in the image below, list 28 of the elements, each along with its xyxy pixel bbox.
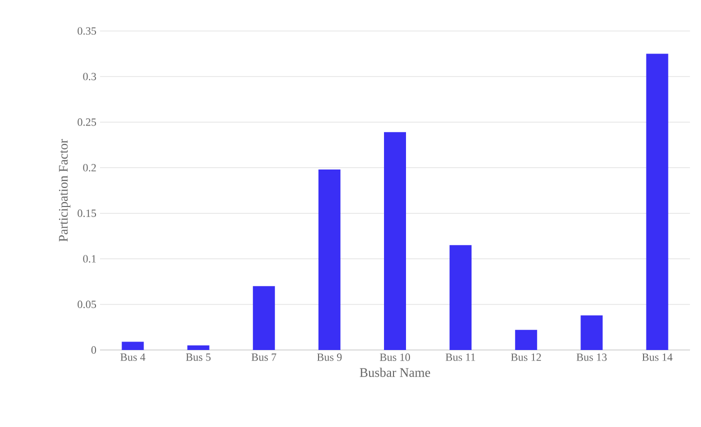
x-tick-label: Bus 12 <box>510 354 541 361</box>
x-tick-label: Bus 10 <box>380 354 410 361</box>
bar <box>646 54 668 350</box>
y-tick-label: 0.1 <box>83 255 96 263</box>
bar <box>252 286 275 350</box>
x-tick-label: Bus 11 <box>446 354 476 361</box>
bar <box>580 315 603 350</box>
bar <box>450 245 472 350</box>
y-tick-label: 0.35 <box>78 27 96 35</box>
bar <box>122 342 144 350</box>
y-tick-label: 0 <box>91 346 96 354</box>
y-axis-title: Participation Factor <box>58 139 70 242</box>
bar <box>187 345 210 350</box>
bar <box>318 170 340 350</box>
x-tick-label: Bus 7 <box>252 354 276 361</box>
bar <box>515 330 538 350</box>
bar <box>384 132 406 350</box>
y-tick-label: 0.15 <box>78 210 96 218</box>
y-tick-label: 0.05 <box>78 300 96 308</box>
y-tick-label: 0.25 <box>78 118 96 126</box>
x-tick-label: Bus 13 <box>576 354 607 361</box>
x-tick-label: Bus 5 <box>186 354 211 361</box>
x-tick-label: Bus 9 <box>317 354 342 361</box>
x-tick-label: Bus 4 <box>120 354 146 361</box>
y-tick-label: 0.3 <box>83 72 96 80</box>
x-axis-title: Busbar Name <box>360 368 430 377</box>
y-tick-label: 0.2 <box>83 164 96 172</box>
x-tick-label: Bus 14 <box>642 354 672 361</box>
